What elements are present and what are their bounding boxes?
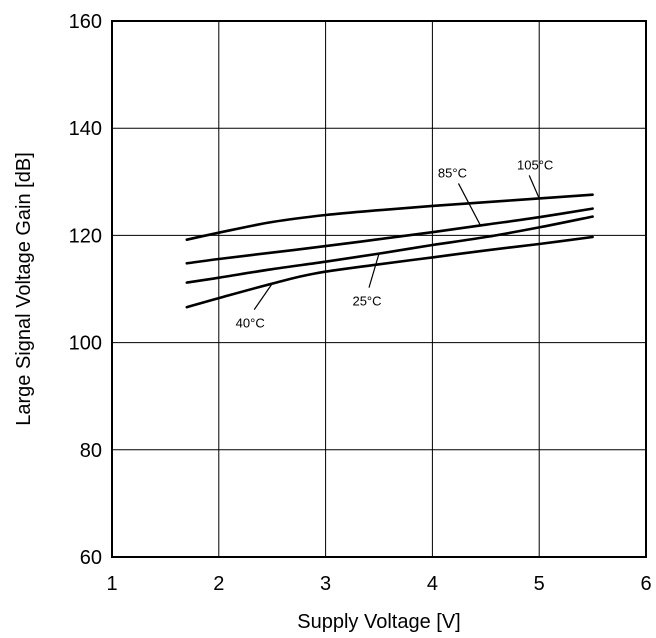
- series-line: [185, 235, 594, 309]
- series-label: 25°C: [352, 294, 381, 309]
- x-tick-label: 4: [427, 573, 438, 595]
- y-tick-label: 60: [80, 547, 102, 569]
- grid: [112, 21, 646, 557]
- series-line: [185, 215, 594, 284]
- series-labels: 105°C 85°C 25°C 40°C: [236, 157, 554, 330]
- series-label: 40°C: [236, 316, 265, 331]
- x-tick-label: 1: [106, 573, 117, 595]
- series-label-leader: [368, 253, 380, 288]
- y-axis-label: Large Signal Voltage Gain [dB]: [13, 152, 35, 426]
- series-label: 105°C: [517, 157, 553, 172]
- x-tick-label: 2: [213, 573, 224, 595]
- x-tick-label: 5: [534, 573, 545, 595]
- x-tick-label: 3: [320, 573, 331, 595]
- series-label-leader: [457, 183, 481, 226]
- x-tick-label: 6: [640, 573, 651, 595]
- plot-frame: [111, 20, 647, 558]
- tick-labels: 1 2 3 4 5 6 60 80 100 120 140 160: [69, 11, 652, 595]
- y-tick-label: 120: [69, 225, 102, 247]
- series-label-leader: [253, 283, 273, 310]
- y-tick-label: 160: [69, 11, 102, 33]
- y-tick-label: 80: [80, 440, 102, 462]
- series-label: 85°C: [438, 165, 467, 180]
- data-series: [185, 193, 594, 309]
- series-label-leader: [528, 175, 540, 199]
- series-line: [185, 207, 594, 265]
- x-axis-label: Supply Voltage [V]: [297, 611, 460, 633]
- y-tick-label: 140: [69, 118, 102, 140]
- series-line: [185, 193, 594, 241]
- y-tick-label: 100: [69, 333, 102, 355]
